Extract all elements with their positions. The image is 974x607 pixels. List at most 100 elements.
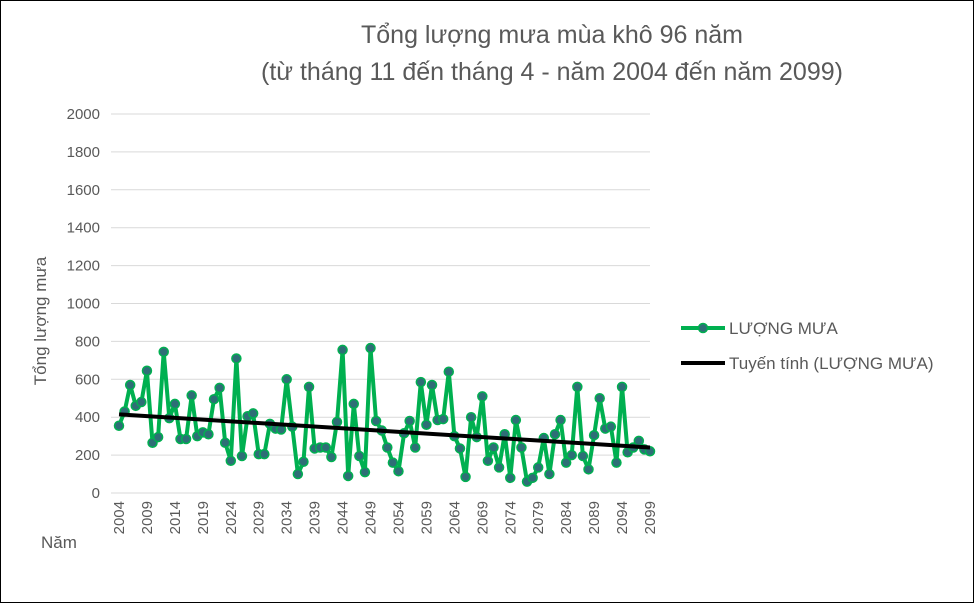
legend-marker-luong-mua bbox=[697, 322, 709, 334]
x-tick-label: 2054 bbox=[390, 501, 407, 534]
x-tick-label: 2079 bbox=[530, 501, 547, 534]
x-tick-label: 2039 bbox=[307, 501, 324, 534]
x-tick-label: 2099 bbox=[642, 501, 659, 534]
legend-label-trendline: Tuyến tính (LƯỢNG MƯA) bbox=[729, 354, 934, 373]
data-point bbox=[141, 365, 153, 377]
trendline bbox=[118, 412, 651, 450]
x-tick-label: 2044 bbox=[335, 501, 352, 534]
x-tick-label: 2029 bbox=[251, 501, 268, 534]
data-point bbox=[532, 462, 544, 473]
x-tick-label: 2074 bbox=[502, 501, 519, 534]
data-point bbox=[303, 381, 315, 393]
data-point bbox=[477, 391, 488, 402]
data-point bbox=[577, 450, 589, 462]
x-tick-label: 2049 bbox=[363, 501, 380, 534]
data-point bbox=[555, 414, 566, 426]
data-point bbox=[292, 468, 304, 480]
y-tick-label: 2000 bbox=[67, 106, 100, 123]
data-point bbox=[219, 437, 231, 449]
data-point bbox=[342, 470, 354, 482]
data-point bbox=[113, 420, 125, 431]
y-tick-label: 1800 bbox=[67, 144, 100, 161]
data-point bbox=[404, 415, 415, 427]
x-tick-label: 2019 bbox=[195, 501, 212, 534]
legend-label-luong-mua: LƯỢNG MƯA bbox=[729, 319, 838, 338]
data-point bbox=[203, 429, 214, 440]
data-point bbox=[180, 433, 192, 445]
data-point bbox=[583, 464, 594, 475]
x-tick-label: 2069 bbox=[474, 501, 491, 534]
x-tick-label: 2014 bbox=[167, 501, 184, 534]
data-point bbox=[510, 414, 522, 426]
data-point bbox=[594, 393, 605, 404]
data-point bbox=[326, 451, 337, 463]
x-tick-label: 2004 bbox=[111, 501, 128, 534]
y-tick-label: 400 bbox=[75, 409, 100, 426]
data-point bbox=[169, 398, 181, 410]
data-point bbox=[370, 415, 382, 427]
data-point bbox=[605, 421, 617, 432]
data-point bbox=[158, 346, 169, 358]
data-point bbox=[152, 431, 164, 443]
data-point bbox=[359, 466, 371, 478]
y-tick-label: 0 bbox=[92, 485, 100, 502]
data-point bbox=[465, 411, 477, 423]
data-point bbox=[549, 429, 561, 440]
gridlines bbox=[111, 113, 650, 494]
x-tick-labels: 2004 2009 2014 2019 2024 2029 2034 2039 2044 2049… bbox=[111, 501, 659, 534]
chart-title: Tổng lượng mưa mùa khô 96 năm bbox=[361, 21, 743, 49]
y-tick-labels: 0 200 400 600 800 1000 1200 1400 1600 1800 2000 bbox=[67, 106, 100, 502]
data-point bbox=[259, 448, 270, 460]
data-point bbox=[566, 449, 577, 461]
y-tick-label: 1000 bbox=[67, 296, 100, 313]
data-point bbox=[421, 419, 432, 431]
x-tick-label: 2084 bbox=[558, 501, 575, 534]
data-point bbox=[208, 393, 220, 405]
y-axis-title: Tổng lượng mưa bbox=[31, 256, 50, 385]
data-point bbox=[516, 442, 527, 453]
data-point bbox=[572, 381, 583, 393]
series-layer bbox=[113, 342, 656, 487]
data-point bbox=[409, 442, 421, 453]
data-point bbox=[460, 471, 471, 483]
data-point bbox=[365, 342, 376, 354]
data-point bbox=[136, 396, 147, 408]
y-tick-label: 1400 bbox=[67, 220, 100, 237]
data-point bbox=[124, 379, 136, 391]
data-point bbox=[560, 457, 572, 468]
data-point bbox=[393, 465, 404, 477]
x-tick-label: 2064 bbox=[446, 501, 463, 534]
data-point bbox=[348, 398, 360, 410]
data-point bbox=[437, 413, 449, 425]
data-point bbox=[281, 374, 292, 385]
legend: LƯỢNG MƯA Tuyến tính (LƯỢNG MƯA) bbox=[681, 319, 934, 373]
data-point bbox=[426, 379, 438, 391]
data-point bbox=[236, 450, 248, 462]
data-point bbox=[488, 442, 499, 453]
data-point bbox=[382, 442, 393, 453]
x-tick-label: 2034 bbox=[279, 501, 296, 534]
y-tick-label: 1200 bbox=[67, 258, 100, 275]
x-tick-label: 2094 bbox=[614, 501, 631, 534]
x-axis-title: Năm bbox=[41, 533, 77, 552]
data-point bbox=[527, 472, 538, 484]
data-point bbox=[298, 456, 309, 467]
x-tick-label: 2024 bbox=[223, 501, 240, 534]
x-tick-label: 2059 bbox=[418, 501, 435, 534]
x-tick-label: 2089 bbox=[586, 501, 603, 534]
data-point bbox=[415, 376, 427, 388]
data-point bbox=[616, 381, 628, 393]
data-point bbox=[214, 382, 225, 394]
data-point bbox=[482, 455, 494, 467]
data-point bbox=[443, 366, 455, 377]
data-point bbox=[544, 468, 555, 480]
x-tick-label: 2009 bbox=[139, 501, 156, 534]
data-point bbox=[454, 443, 466, 454]
data-point bbox=[633, 435, 645, 447]
data-point bbox=[225, 455, 237, 467]
data-point bbox=[505, 472, 516, 484]
data-point bbox=[331, 416, 343, 428]
data-point bbox=[588, 429, 600, 441]
data-point bbox=[247, 408, 259, 419]
